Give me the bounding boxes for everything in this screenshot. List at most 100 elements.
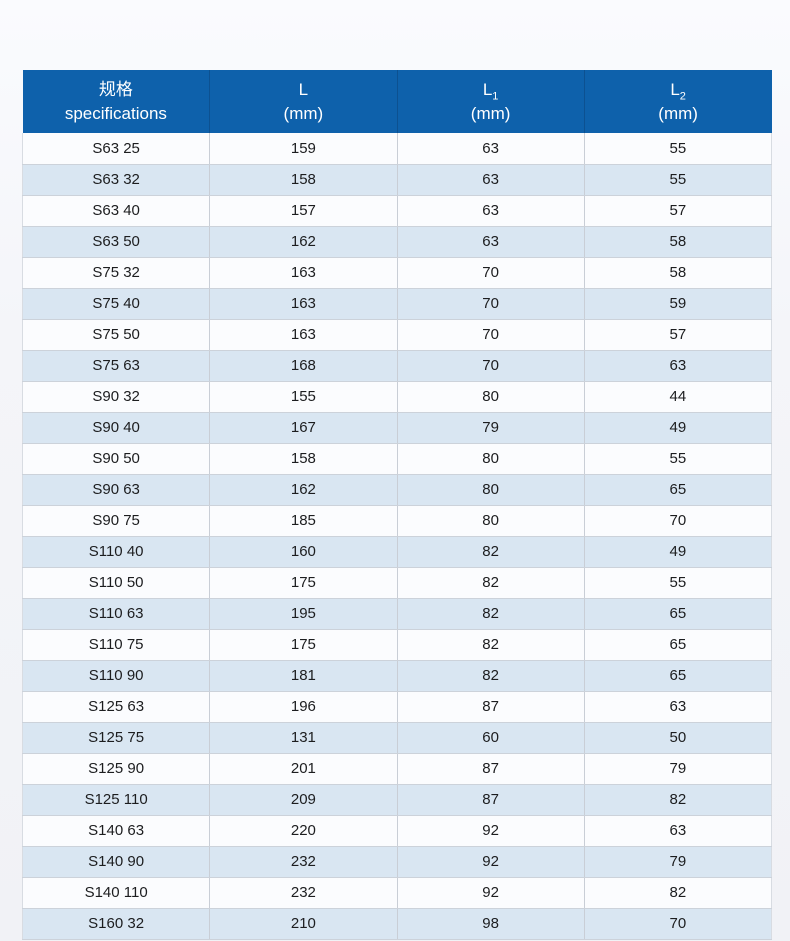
value-cell: 201 [209,753,398,785]
table-row: S110 63 195 82 65 [21,598,773,630]
spec-cell: S140 90 [21,846,211,878]
spec-cell: S140 63 [21,815,211,847]
column-title: 规格 [98,79,133,99]
table-row: S90 32 155 80 44 [21,381,773,413]
spec-cell: S75 32 [21,257,211,289]
value-cell: 98 [397,908,585,940]
value-cell: 59 [584,288,773,320]
value-cell: 168 [209,350,398,382]
table-header: 规格 specifications L (mm) L1 (mm) L2 (mm) [22,70,772,133]
table-row: S63 40 157 63 57 [21,195,773,227]
value-cell: 82 [397,629,585,661]
table-row: S63 32 158 63 55 [21,164,773,196]
value-cell: 70 [584,505,773,537]
value-cell: 79 [584,753,773,785]
column-header-spec: 规格 specifications [22,70,211,133]
value-cell: 158 [209,164,398,196]
value-cell: 70 [397,257,585,289]
value-cell: 92 [397,815,585,847]
column-unit: (mm) [470,103,511,123]
spec-cell: S75 63 [21,350,211,382]
value-cell: 163 [209,257,398,289]
value-cell: 55 [584,133,773,165]
value-cell: 196 [209,691,398,723]
value-cell: 232 [209,877,398,909]
table-row: S63 25 159 63 55 [21,133,773,165]
table-row: S75 63 168 70 63 [21,350,773,382]
value-cell: 63 [584,350,773,382]
table-row: S110 50 175 82 55 [21,567,773,599]
table-row: S110 40 160 82 49 [21,536,773,568]
value-cell: 175 [209,629,398,661]
value-cell: 82 [397,660,585,692]
value-cell: 80 [397,474,585,506]
table-row: S75 50 163 70 57 [21,319,773,351]
spec-cell: S75 50 [21,319,211,351]
column-unit: specifications [64,103,167,123]
column-title: L1 [482,79,499,103]
value-cell: 155 [209,381,398,413]
value-cell: 58 [584,257,773,289]
value-cell: 49 [584,536,773,568]
value-cell: 70 [584,908,773,940]
value-cell: 92 [397,877,585,909]
value-cell: 92 [397,846,585,878]
column-header-l2: L2 (mm) [584,70,772,133]
value-cell: 162 [209,226,398,258]
value-cell: 65 [584,660,773,692]
spec-table: 规格 specifications L (mm) L1 (mm) L2 (mm) S63 25… [21,70,773,940]
table-row: S140 63 220 92 63 [21,815,773,847]
value-cell: 163 [209,288,398,320]
spec-cell: S140 110 [21,877,211,909]
value-cell: 82 [397,598,585,630]
value-cell: 87 [397,753,585,785]
value-cell: 158 [209,443,398,475]
value-cell: 175 [209,567,398,599]
value-cell: 82 [584,877,773,909]
value-cell: 58 [584,226,773,258]
spec-cell: S63 32 [21,164,211,196]
value-cell: 220 [209,815,398,847]
table-row: S125 110 209 87 82 [21,784,773,816]
spec-cell: S90 63 [21,474,211,506]
value-cell: 87 [397,691,585,723]
value-cell: 44 [584,381,773,413]
value-cell: 50 [584,722,773,754]
value-cell: 82 [397,536,585,568]
spec-cell: S63 25 [21,133,211,165]
value-cell: 209 [209,784,398,816]
spec-cell: S90 40 [21,412,211,444]
value-cell: 49 [584,412,773,444]
value-cell: 63 [397,226,585,258]
value-cell: 80 [397,505,585,537]
table-row: S125 90 201 87 79 [21,753,773,785]
column-unit: (mm) [283,103,324,123]
table-row: S90 40 167 79 49 [21,412,773,444]
value-cell: 195 [209,598,398,630]
spec-cell: S63 40 [21,195,211,227]
column-title-subscript: 2 [679,90,686,103]
value-cell: 210 [209,908,398,940]
spec-cell: S110 63 [21,598,211,630]
column-title: L2 [670,79,686,103]
table-row: S160 32 210 98 70 [21,908,773,940]
value-cell: 65 [584,598,773,630]
value-cell: 232 [209,846,398,878]
value-cell: 55 [584,567,773,599]
value-cell: 131 [209,722,398,754]
spec-cell: S63 50 [21,226,211,258]
spec-cell: S160 32 [21,908,211,940]
value-cell: 63 [397,195,585,227]
column-header-l1: L1 (mm) [397,70,585,133]
value-cell: 160 [209,536,398,568]
value-cell: 57 [584,195,773,227]
value-cell: 157 [209,195,398,227]
value-cell: 63 [397,164,585,196]
value-cell: 185 [209,505,398,537]
value-cell: 60 [397,722,585,754]
table-row: S75 40 163 70 59 [21,288,773,320]
spec-cell: S110 50 [21,567,211,599]
value-cell: 70 [397,350,585,382]
spec-cell: S125 90 [21,753,211,785]
value-cell: 181 [209,660,398,692]
